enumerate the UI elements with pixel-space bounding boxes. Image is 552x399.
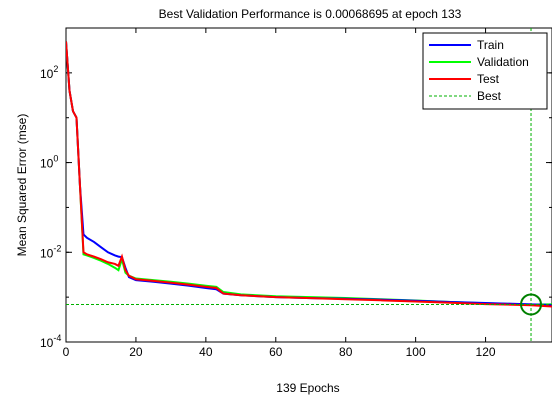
x-tick-label: 60 [269,345,283,359]
x-axis-label: 139 Epochs [276,381,339,395]
x-tick-label: 100 [406,345,426,359]
y-axis-label: Mean Squared Error (mse) [15,114,29,257]
best-point-marker [520,293,543,316]
axis-ticks: 0 20 40 60 80 100 120 10-4 10-2 100 102 [40,27,552,359]
series-line-test [66,41,552,308]
legend: Train Validation Test Best [422,32,548,110]
legend-label-validation: Validation [477,55,529,69]
y-tick-label: 102 [40,64,58,81]
legend-label-train: Train [477,38,504,52]
x-tick-label: 120 [476,345,496,359]
legend-label-test: Test [477,72,500,86]
x-tick-label: 80 [339,345,353,359]
x-tick-label: 40 [199,345,213,359]
legend-label-best: Best [477,89,502,103]
series-layer [66,28,552,342]
x-tick-label: 20 [129,345,143,359]
y-tick-label: 100 [40,154,58,171]
y-tick-label: 10-2 [40,243,61,260]
x-tick-label: 0 [63,345,70,359]
chart-title: Best Validation Performance is 0.0006869… [159,7,462,21]
y-tick-label: 10-4 [40,333,61,350]
